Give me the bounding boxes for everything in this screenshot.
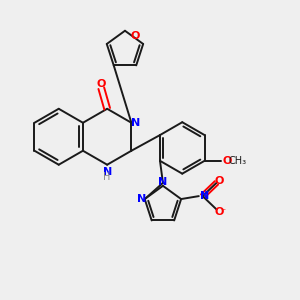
Text: O: O xyxy=(131,31,140,41)
Text: N: N xyxy=(131,118,140,128)
Text: O: O xyxy=(97,79,106,89)
Text: O: O xyxy=(214,207,224,217)
Text: CH₃: CH₃ xyxy=(228,156,246,166)
Text: N: N xyxy=(158,177,168,187)
Text: N: N xyxy=(137,194,146,204)
Text: O: O xyxy=(214,176,224,185)
Text: H: H xyxy=(103,172,111,182)
Text: N: N xyxy=(200,191,209,201)
Text: N: N xyxy=(103,167,112,177)
Text: +: + xyxy=(201,189,208,198)
Text: ⁻: ⁻ xyxy=(221,207,226,217)
Text: O: O xyxy=(222,156,232,166)
